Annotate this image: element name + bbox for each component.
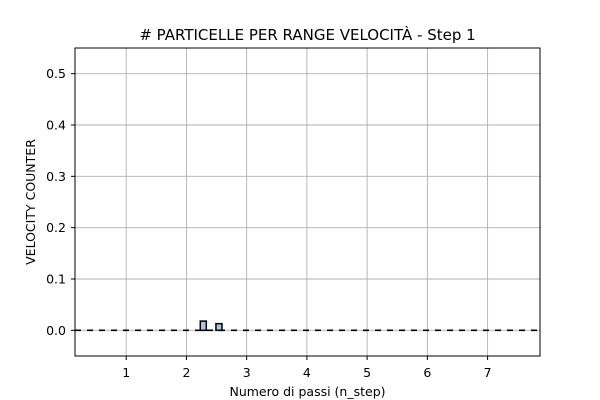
x-axis-label: Numero di passi (n_step) xyxy=(229,384,385,399)
chart-title: # PARTICELLE PER RANGE VELOCITÀ - Step 1 xyxy=(139,25,475,44)
x-tick-label: 6 xyxy=(423,365,431,380)
y-tick-label: 0.0 xyxy=(46,323,66,338)
grid-lines xyxy=(75,48,540,356)
bar-2 xyxy=(215,322,223,332)
y-tick-label: 0.5 xyxy=(46,66,66,81)
y-tick-label: 0.2 xyxy=(46,220,66,235)
x-tick-label: 7 xyxy=(484,365,492,380)
axis-ticks: 1 2 3 4 5 6 7 0.0 0.1 0.2 0.3 0.4 0.5 xyxy=(46,66,491,380)
bars xyxy=(199,320,223,332)
x-tick-label: 4 xyxy=(303,365,311,380)
x-tick-label: 1 xyxy=(122,365,130,380)
y-tick-label: 0.4 xyxy=(46,118,66,133)
x-tick-label: 5 xyxy=(363,365,371,380)
y-axis-label: VELOCITY COUNTER xyxy=(23,139,38,265)
y-tick-label: 0.1 xyxy=(46,272,66,287)
x-tick-label: 2 xyxy=(182,365,190,380)
x-tick-label: 3 xyxy=(243,365,251,380)
y-tick-label: 0.3 xyxy=(46,169,66,184)
bar-1 xyxy=(199,320,208,332)
plot-frame xyxy=(74,47,541,357)
